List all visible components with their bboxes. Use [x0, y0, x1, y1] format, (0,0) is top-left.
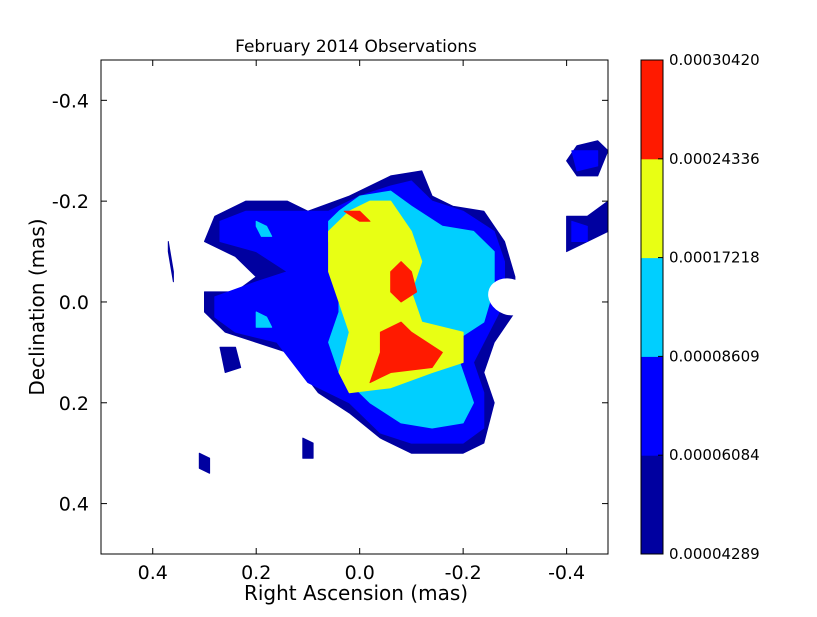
contour-region-level-2: [255, 220, 273, 237]
y-tick-label: -0.4: [52, 90, 89, 112]
colorbar-segment: [641, 60, 663, 160]
plot-frame: [100, 59, 609, 555]
y-tick-label: 0.0: [59, 292, 89, 314]
y-tick-label: 0.4: [59, 494, 89, 516]
colorbar-label: 0.00024336: [669, 150, 760, 168]
colorbar-segment: [641, 158, 663, 259]
colorbar-label: 0.00006084: [669, 446, 760, 464]
contour-layer: [167, 140, 608, 474]
contour-region-level-0: [219, 346, 242, 373]
colorbar-label: 0.00030420: [669, 51, 760, 69]
colorbar-segment: [641, 356, 663, 456]
contour-region-level-0: [167, 241, 174, 283]
colorbar-segment: [641, 455, 663, 555]
contour-region-level-1: [571, 150, 599, 172]
ticks-layer: 0.4 0.2 0.0 -0.2 -0.4 -0.4 -0.2 0.0 0.2 0.4: [52, 60, 608, 584]
contour-region-level-0: [302, 437, 314, 459]
contour-region-level-0: [198, 452, 211, 474]
contour-region-level-1: [571, 220, 588, 242]
x-axis-label: Right Ascension (mas): [244, 581, 468, 605]
y-axis-label: Declination (mas): [25, 218, 49, 395]
x-tick-label: 0.2: [241, 562, 271, 584]
hole-layer: [488, 278, 532, 316]
contour-region-level-4: [390, 261, 418, 303]
contour-region-level-4: [343, 210, 371, 222]
x-tick-label: 0.0: [345, 562, 375, 584]
colorbar-segment: [641, 257, 663, 357]
contour-gap: [488, 278, 532, 316]
contour-region-level-2: [255, 311, 273, 328]
colorbar-label: 0.00004289: [669, 545, 760, 563]
chart-title: February 2014 Observations: [235, 37, 477, 57]
y-tick-label: 0.2: [59, 393, 89, 415]
colorbar-frame: [640, 59, 664, 555]
x-tick-label: 0.4: [138, 562, 168, 584]
x-tick-label: -0.4: [548, 562, 585, 584]
colorbar-label: 0.00017218: [669, 249, 760, 267]
colorbar-label: 0.00008609: [669, 347, 760, 365]
x-tick-label: -0.2: [445, 562, 482, 584]
y-tick-label: -0.2: [52, 191, 89, 213]
contour-region-level-4: [369, 321, 443, 384]
colorbar: 0.00004289 0.00006084 0.00008609 0.00017218…: [640, 51, 760, 563]
